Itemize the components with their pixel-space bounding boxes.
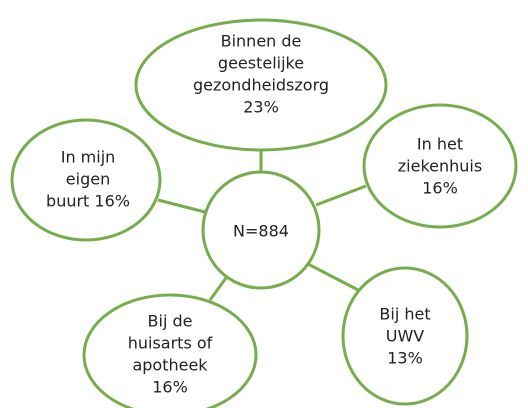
node-shape xyxy=(10,118,162,242)
connector xyxy=(307,262,363,294)
node-label: apotheek xyxy=(132,356,208,375)
node-label: 16% xyxy=(152,378,188,397)
node-label: buurt 16% xyxy=(46,192,130,211)
center-shape xyxy=(201,170,321,290)
node-label: UWV xyxy=(386,327,425,346)
connector xyxy=(315,184,367,207)
node-label: In het xyxy=(417,135,463,154)
node-label: Bij het xyxy=(379,305,430,324)
node-label: In mijn xyxy=(61,148,116,167)
node-shape xyxy=(362,103,518,229)
node-shape xyxy=(134,18,388,152)
node-label: geestelijke xyxy=(218,54,304,73)
node-shape xyxy=(341,266,469,406)
node-label: 23% xyxy=(243,98,279,117)
node-label: ziekenhuis xyxy=(398,157,482,176)
node-label: 16% xyxy=(422,179,458,198)
connector xyxy=(208,277,228,301)
node-label: Binnen de xyxy=(221,32,302,51)
center-label: N=884 xyxy=(233,222,289,241)
node-label: gezondheidszorg xyxy=(193,76,329,95)
node-label: Bij de xyxy=(148,312,193,331)
connector xyxy=(157,198,206,214)
node-label: eigen xyxy=(66,170,110,189)
node-shape xyxy=(82,293,258,408)
node-label: huisarts of xyxy=(128,334,213,353)
node-label: 13% xyxy=(387,349,423,368)
